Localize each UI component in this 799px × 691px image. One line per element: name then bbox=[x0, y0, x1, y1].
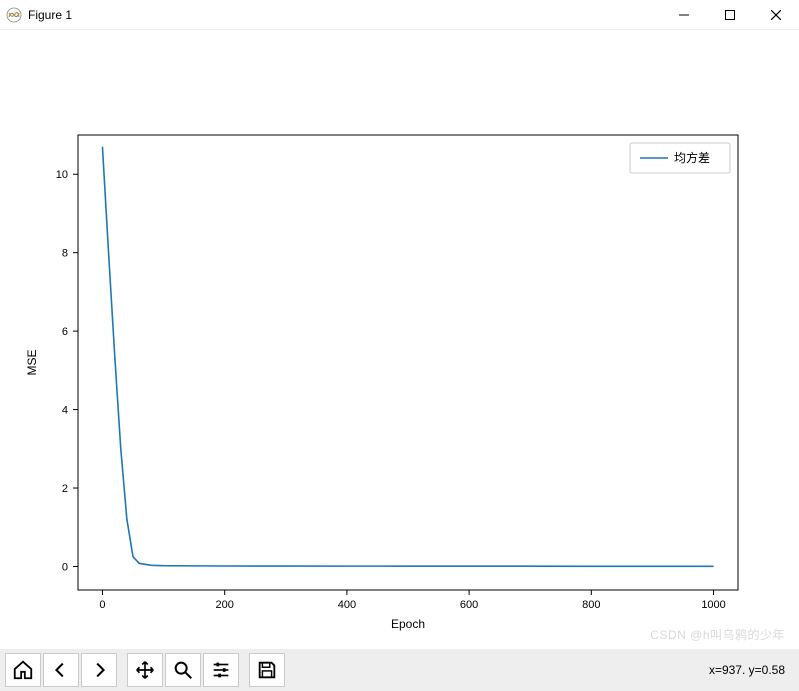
back-button[interactable] bbox=[43, 653, 79, 687]
cursor-status: x=937. y=0.58 bbox=[709, 663, 795, 677]
svg-text:0: 0 bbox=[99, 599, 105, 611]
svg-text:MSE: MSE bbox=[25, 349, 39, 375]
plot-area: 020040060080010000246810EpochMSE均方差 CSDN… bbox=[0, 30, 799, 649]
svg-text:1000: 1000 bbox=[701, 599, 725, 611]
svg-text:200: 200 bbox=[215, 599, 233, 611]
svg-text:10: 10 bbox=[56, 169, 68, 181]
svg-text:4: 4 bbox=[62, 405, 68, 417]
pan-button[interactable] bbox=[127, 653, 163, 687]
svg-text:Epoch: Epoch bbox=[391, 617, 425, 631]
window-controls bbox=[661, 0, 799, 30]
svg-text:600: 600 bbox=[460, 599, 478, 611]
close-button[interactable] bbox=[753, 0, 799, 30]
svg-text:800: 800 bbox=[582, 599, 600, 611]
maximize-button[interactable] bbox=[707, 0, 753, 30]
forward-button[interactable] bbox=[81, 653, 117, 687]
home-button[interactable] bbox=[5, 653, 41, 687]
svg-text:2: 2 bbox=[62, 483, 68, 495]
svg-text:均方差: 均方差 bbox=[674, 150, 710, 165]
app-icon bbox=[6, 7, 22, 23]
save-button[interactable] bbox=[249, 653, 285, 687]
svg-text:8: 8 bbox=[62, 248, 68, 260]
svg-text:0: 0 bbox=[62, 561, 68, 573]
svg-text:6: 6 bbox=[62, 326, 68, 338]
toolbar: x=937. y=0.58 bbox=[0, 649, 799, 691]
window-title: Figure 1 bbox=[28, 8, 72, 22]
configure-button[interactable] bbox=[203, 653, 239, 687]
titlebar: Figure 1 bbox=[0, 0, 799, 30]
zoom-button[interactable] bbox=[165, 653, 201, 687]
figure-window: Figure 1 0 200 400 600 800 1000 0 2 4 6 8 10 Epoch MS… bbox=[0, 0, 799, 691]
minimize-button[interactable] bbox=[661, 0, 707, 30]
mse-chart: 0 200 400 600 800 1000 0 2 4 6 8 10 Epoch MSE 均方差 bbox=[0, 30, 799, 649]
svg-text:400: 400 bbox=[338, 599, 356, 611]
